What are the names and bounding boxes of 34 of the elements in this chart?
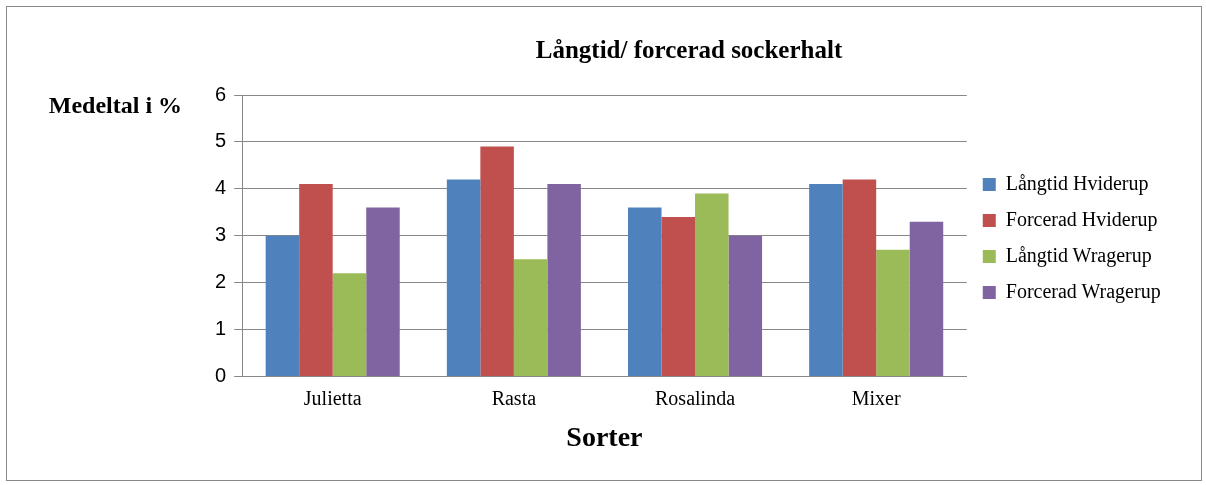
bar [366,207,400,376]
x-axis-title: Sorter [566,421,643,453]
chart-title: Långtid/ forcerad sockerhalt [535,36,843,64]
bar [695,193,729,376]
bar [446,179,481,376]
bar [480,146,514,376]
x-tick-label: Rasta [491,386,537,409]
bar [547,184,581,376]
bar [809,184,843,376]
bar [842,179,877,376]
bar [909,221,944,376]
bar [728,235,763,376]
legend-label: Långtid Wragerup [1005,243,1152,267]
y-tick-label: 6 [215,82,227,105]
bar [876,249,910,376]
y-tick-label: 4 [215,176,227,199]
y-tick-label: 5 [215,129,227,152]
y-tick-label: 1 [215,317,227,340]
y-tick-label: 2 [215,270,227,293]
y-tick-label: 0 [215,363,227,386]
bar [628,207,662,376]
y-tick-label: 3 [215,223,227,246]
legend-label: Långtid Hviderup [1005,171,1149,195]
bar [265,235,300,376]
bar [332,273,367,376]
bar [661,216,696,376]
x-tick-label: Julietta [303,386,362,409]
y-axis-title: Medeltal i % [48,92,183,119]
bar [513,259,548,376]
legend-label: Forcerad Hviderup [1005,207,1158,231]
x-tick-label: Rosalinda [655,386,736,409]
x-tick-label: Mixer [851,386,901,409]
bar [299,184,333,376]
legend-label: Forcerad Wragerup [1005,279,1161,303]
